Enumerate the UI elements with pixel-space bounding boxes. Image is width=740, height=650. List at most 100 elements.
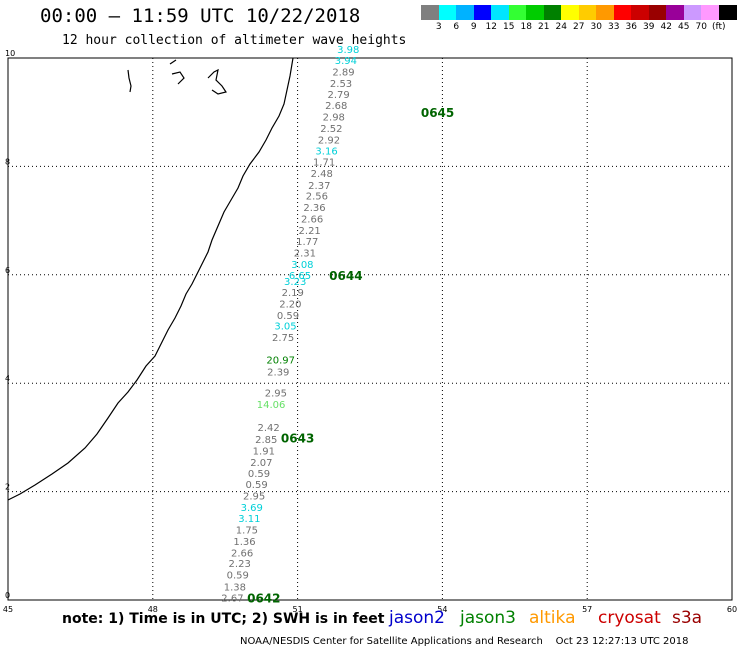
wave-height-value: 0.59	[248, 469, 270, 480]
wave-height-value: 2.53	[330, 79, 352, 90]
pass-time-labels: 0642 0643 0644 0645	[247, 106, 454, 605]
wave-height-value: 2.36	[303, 203, 325, 214]
color-swatch	[578, 5, 597, 20]
wave-height-value: 3.16	[315, 147, 337, 158]
page-subtitle: 12 hour collection of altimeter wave hei…	[62, 33, 407, 48]
wave-height-value: 1.77	[296, 237, 318, 248]
color-scale-label: 6	[453, 22, 460, 32]
x-tick-label: 57	[582, 605, 592, 614]
color-swatch	[421, 5, 439, 20]
credit-line: NOAA/NESDIS Center for Satellite Applica…	[240, 636, 689, 647]
wave-height-value: 1.71	[313, 158, 335, 169]
color-swatch	[701, 5, 719, 20]
color-scale-label: 24	[555, 22, 567, 32]
color-swatch	[526, 5, 544, 20]
coastline	[7, 57, 294, 501]
legend-s3a: s3a	[672, 608, 703, 628]
legend-altika: altika	[529, 608, 576, 628]
color-scale-label: 30	[590, 22, 602, 32]
color-swatch	[491, 5, 509, 20]
pass-time-label: 0642	[247, 591, 280, 605]
color-scale-label: 3	[435, 22, 442, 32]
wave-height-value: 2.37	[308, 181, 330, 192]
wave-height-value: 0.59	[277, 311, 299, 322]
y-tick-label: 2	[5, 483, 10, 492]
y-tick-label: 4	[5, 374, 10, 383]
x-tick-label: 60	[727, 605, 737, 614]
wave-height-value: 1.75	[236, 526, 258, 537]
color-swatch	[648, 5, 667, 20]
color-scale-label: 45	[678, 22, 690, 32]
color-swatch	[596, 5, 614, 20]
y-tick-label: 6	[5, 266, 10, 275]
wave-height-value: 2.95	[243, 491, 265, 502]
color-swatch	[561, 5, 579, 20]
legend-cryosat: cryosat	[598, 608, 661, 628]
color-scale-label: (ft)	[711, 22, 726, 32]
x-tick-label: 48	[148, 605, 158, 614]
color-swatch	[683, 5, 702, 20]
grid-lines	[8, 58, 732, 600]
wave-height-value: 0.59	[227, 571, 249, 582]
color-scale-label: 42	[660, 22, 672, 32]
wave-height-value: 1.36	[233, 537, 255, 548]
color-swatch	[666, 5, 684, 20]
wave-height-value: 3.94	[335, 56, 357, 67]
color-scale-label: 12	[485, 22, 497, 32]
wave-height-value: 14.06	[257, 400, 286, 411]
wave-height-value: 2.98	[323, 113, 345, 124]
color-scale-label: 27	[573, 22, 585, 32]
color-scale-label: 36	[625, 22, 637, 32]
color-scale-label: 15	[503, 22, 515, 32]
island-2	[169, 59, 185, 85]
color-scale-label: 21	[538, 22, 550, 32]
wave-height-value: 3.08	[291, 260, 313, 271]
x-tick-label: 45	[3, 605, 13, 614]
pass-time-label: 0645	[421, 106, 454, 120]
legend-jason3: jason3	[460, 608, 516, 628]
color-swatch	[613, 5, 632, 20]
wave-height-labels: 2.671.380.592.232.661.361.753.113.692.95…	[221, 45, 359, 605]
wave-height-value: 1.91	[253, 446, 275, 457]
legend-jason2: jason2	[389, 608, 445, 628]
color-swatch	[508, 5, 527, 20]
wave-height-value: 2.31	[294, 249, 316, 260]
wave-height-value: 2.79	[327, 90, 349, 101]
wave-height-value: 2.52	[320, 124, 342, 135]
wave-height-value: 3.11	[238, 514, 260, 525]
wave-height-value: 2.20	[279, 300, 301, 311]
axis-tick-labels: 45 48 51 54 57 60 0 2 4 6 8 10	[3, 49, 737, 614]
wave-height-value: 3.05	[274, 322, 296, 333]
wave-height-value: 2.19	[282, 288, 304, 299]
wave-height-value: 2.92	[318, 135, 340, 146]
color-swatch	[456, 5, 474, 20]
map-frame	[7, 57, 733, 601]
wave-height-value: 2.68	[325, 101, 347, 112]
color-swatch	[543, 5, 562, 20]
color-swatch	[438, 5, 457, 20]
pass-time-label: 0643	[281, 431, 314, 445]
wave-height-value: 3.23	[284, 277, 306, 288]
wave-height-value: 2.66	[301, 214, 323, 225]
x-tick-label: 51	[293, 605, 303, 614]
wave-height-value: 2.66	[231, 548, 253, 559]
color-scale-label: 9	[470, 22, 477, 32]
color-swatch	[473, 5, 492, 20]
color-swatch	[631, 5, 649, 20]
pass-time-label: 0644	[329, 269, 362, 283]
page-title: 00:00 – 11:59 UTC 10/22/2018	[40, 5, 361, 27]
wave-height-value: 2.67	[221, 593, 243, 604]
color-scale-label: 33	[608, 22, 620, 32]
wave-height-value: 2.89	[332, 68, 354, 79]
x-tick-label: 54	[437, 605, 447, 614]
wave-height-value: 6.65	[289, 271, 311, 282]
island-marks	[127, 59, 227, 95]
island-3	[207, 68, 227, 95]
y-tick-label: 0	[5, 591, 10, 600]
wave-height-value: 2.56	[306, 192, 328, 203]
color-scale-label: 70	[695, 22, 707, 32]
wave-height-value: 1.38	[224, 582, 246, 593]
footer-note: note: 1) Time is in UTC; 2) SWH is in fe…	[62, 611, 385, 627]
wave-height-value: 0.59	[245, 480, 267, 491]
